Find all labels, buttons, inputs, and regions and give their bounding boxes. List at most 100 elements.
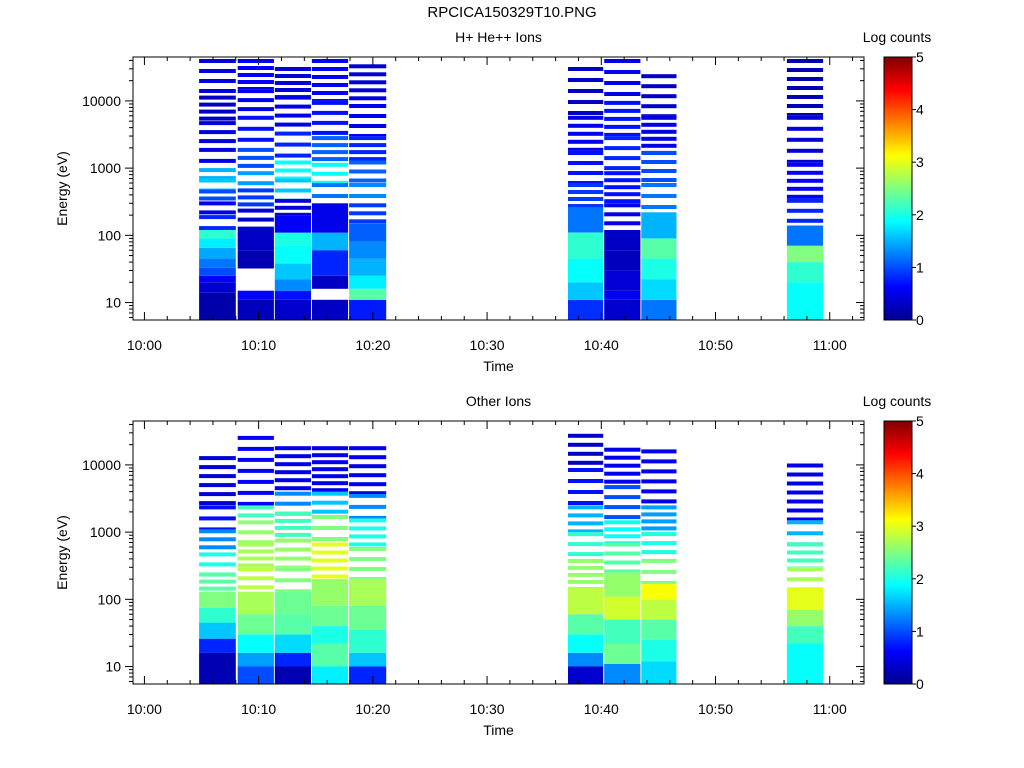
p1-col1-band9-s2 bbox=[237, 457, 274, 462]
p1-col2-band9-s5 bbox=[274, 486, 311, 491]
p0-col8-band6-s0 bbox=[786, 115, 824, 120]
p1-col4-band8-s3 bbox=[349, 473, 387, 478]
p1-col0-band6-s1 bbox=[199, 562, 236, 567]
p1-ytick-label-1: 100 bbox=[98, 591, 122, 607]
p0-col1-band0 bbox=[237, 299, 274, 320]
p0-col0-band5 bbox=[199, 247, 236, 259]
p0-colorbar-tick-label-2: 2 bbox=[916, 207, 924, 223]
p1-ytick-label-3: 10000 bbox=[82, 457, 121, 473]
p1-col0-band8-s0 bbox=[199, 505, 236, 510]
p0-col8-band0 bbox=[786, 282, 824, 320]
panel-h-he-ions: 10:00 10:10 10:20 10:30 10:40 10:50 11:0010100… bbox=[54, 29, 931, 374]
p1-col1-band9-s3 bbox=[237, 468, 274, 473]
p0-col5-band6-s0 bbox=[568, 151, 604, 155]
p0-col8-band7-s0 bbox=[786, 59, 824, 63]
p0-col2-band7-s2 bbox=[274, 212, 311, 216]
p1-col4-band8-s4 bbox=[349, 482, 387, 487]
p1-col4-band2 bbox=[349, 630, 387, 653]
p1-col6-band8-s4 bbox=[604, 479, 641, 484]
p1-col5-band5-s2 bbox=[568, 572, 604, 577]
p1-xtick-label-6: 11:00 bbox=[813, 701, 847, 717]
p0-col6-band9-s0 bbox=[604, 59, 641, 63]
p1-col4-band6-s2 bbox=[349, 534, 387, 539]
p0-col5-band8-s2 bbox=[568, 89, 604, 93]
p0-col4-band4 bbox=[349, 241, 387, 259]
p1-col0-band7-s0 bbox=[199, 529, 236, 534]
p1-colorbar-tick-label-3: 3 bbox=[916, 518, 924, 534]
p1-col7-band7-s3 bbox=[641, 526, 677, 531]
p0-col7-band4 bbox=[641, 212, 677, 239]
p0-col4-band1 bbox=[349, 288, 387, 300]
p0-col5-band4 bbox=[568, 207, 604, 233]
p0-colorbar bbox=[883, 56, 913, 321]
p0-col6-band5-s1 bbox=[604, 212, 641, 217]
p0-col1-band8-s2 bbox=[237, 163, 274, 168]
p0-col8-band5-s4 bbox=[786, 194, 824, 199]
p1-col3-band7-s2 bbox=[311, 509, 349, 514]
p1-col7-band7-s2 bbox=[641, 519, 677, 524]
p1-col8-band5-s2 bbox=[786, 558, 824, 563]
p1-col3-band4 bbox=[311, 579, 349, 606]
p1-col6-band8-s3 bbox=[604, 471, 641, 476]
p0-col0-band8-s0 bbox=[199, 215, 236, 220]
p1-col3-band5-s2 bbox=[311, 558, 349, 563]
p0-col0-band15-s2 bbox=[199, 109, 236, 114]
p0-col4-band10-s2 bbox=[349, 124, 387, 128]
p0-col5-band2 bbox=[568, 258, 604, 283]
p1-col7-band5-s1 bbox=[641, 569, 677, 574]
p1-col2-band6-s3 bbox=[274, 565, 311, 568]
p0-col7-band5-s0 bbox=[641, 183, 677, 187]
p1-col8-band2 bbox=[786, 609, 824, 626]
p1-col5-band5-s3 bbox=[568, 579, 604, 584]
p0-col3-band10-s0 bbox=[311, 59, 349, 63]
p1-col8-band5-s3 bbox=[786, 566, 824, 568]
p0-col4-band9-s0 bbox=[349, 136, 387, 141]
p0-col3-band9-s1 bbox=[311, 110, 349, 115]
p0-col7-band3 bbox=[641, 238, 677, 259]
p1-col8-band6-s1 bbox=[786, 531, 824, 536]
p1-colorbar-tick-label-5: 5 bbox=[916, 413, 924, 429]
p0-col7-band1 bbox=[641, 279, 677, 300]
p0-colorbar-tick-label-1: 1 bbox=[916, 259, 924, 275]
p0-col0-band3 bbox=[199, 267, 236, 276]
p0-col4-band11-s1 bbox=[349, 72, 387, 77]
p1-col6-band8-s2 bbox=[604, 463, 641, 468]
p0-col7-band8-s0 bbox=[641, 74, 677, 79]
p0-col0-band13-s0 bbox=[199, 147, 236, 152]
p0-col7-band7-s2 bbox=[641, 129, 677, 134]
p0-col1-band5-s2 bbox=[237, 226, 274, 230]
p1-col8-band3 bbox=[786, 587, 824, 610]
p0-col4-band10-s3 bbox=[349, 134, 387, 137]
p0-col8-band5-s1 bbox=[786, 170, 824, 175]
p0-col6-band6-s2 bbox=[604, 185, 641, 190]
p1-col8-band7-s6 bbox=[786, 517, 824, 521]
p1-col3-band5-s3 bbox=[311, 566, 349, 571]
p1-col6-band6-s3 bbox=[604, 541, 641, 543]
p1-col6-band6-s1 bbox=[604, 527, 641, 532]
p1-col8-band4-s0 bbox=[786, 567, 824, 572]
p1-col5-band6-s2 bbox=[568, 552, 604, 557]
p0-col3-band7-s1 bbox=[311, 171, 349, 176]
p0-col0-band10-s0 bbox=[199, 189, 236, 194]
p1-col1-band7-s1 bbox=[237, 530, 274, 535]
p1-col6-band0 bbox=[604, 663, 641, 684]
p1-col8-band7-s3 bbox=[786, 490, 824, 495]
p1-col5-band7-s3 bbox=[568, 529, 604, 533]
p1-col3-band7-s0 bbox=[311, 491, 349, 496]
p0-col5-band1 bbox=[568, 282, 604, 300]
p1-col0-band8-s1 bbox=[199, 516, 236, 521]
p0-y-axis-label: Energy (eV) bbox=[54, 151, 70, 226]
p0-col7-band8-s3 bbox=[641, 104, 677, 109]
p1-ytick-label-2: 1000 bbox=[90, 524, 121, 540]
p0-col5-band5-s0 bbox=[568, 183, 604, 187]
p1-col7-band8-s5 bbox=[641, 499, 677, 504]
p1-col8-band7-s2 bbox=[786, 481, 824, 486]
p1-col1-band5-s2 bbox=[237, 585, 274, 590]
p1-col6-band3 bbox=[604, 596, 641, 620]
p0-col8-band7-s3 bbox=[786, 86, 824, 90]
p1-col6-band6-s2 bbox=[604, 534, 641, 539]
p0-col7-band6-s3 bbox=[641, 178, 677, 182]
p0-col2-band11-s3 bbox=[274, 122, 311, 127]
p1-col1-band4 bbox=[237, 591, 274, 615]
p1-y-axis-label: Energy (eV) bbox=[54, 515, 70, 590]
